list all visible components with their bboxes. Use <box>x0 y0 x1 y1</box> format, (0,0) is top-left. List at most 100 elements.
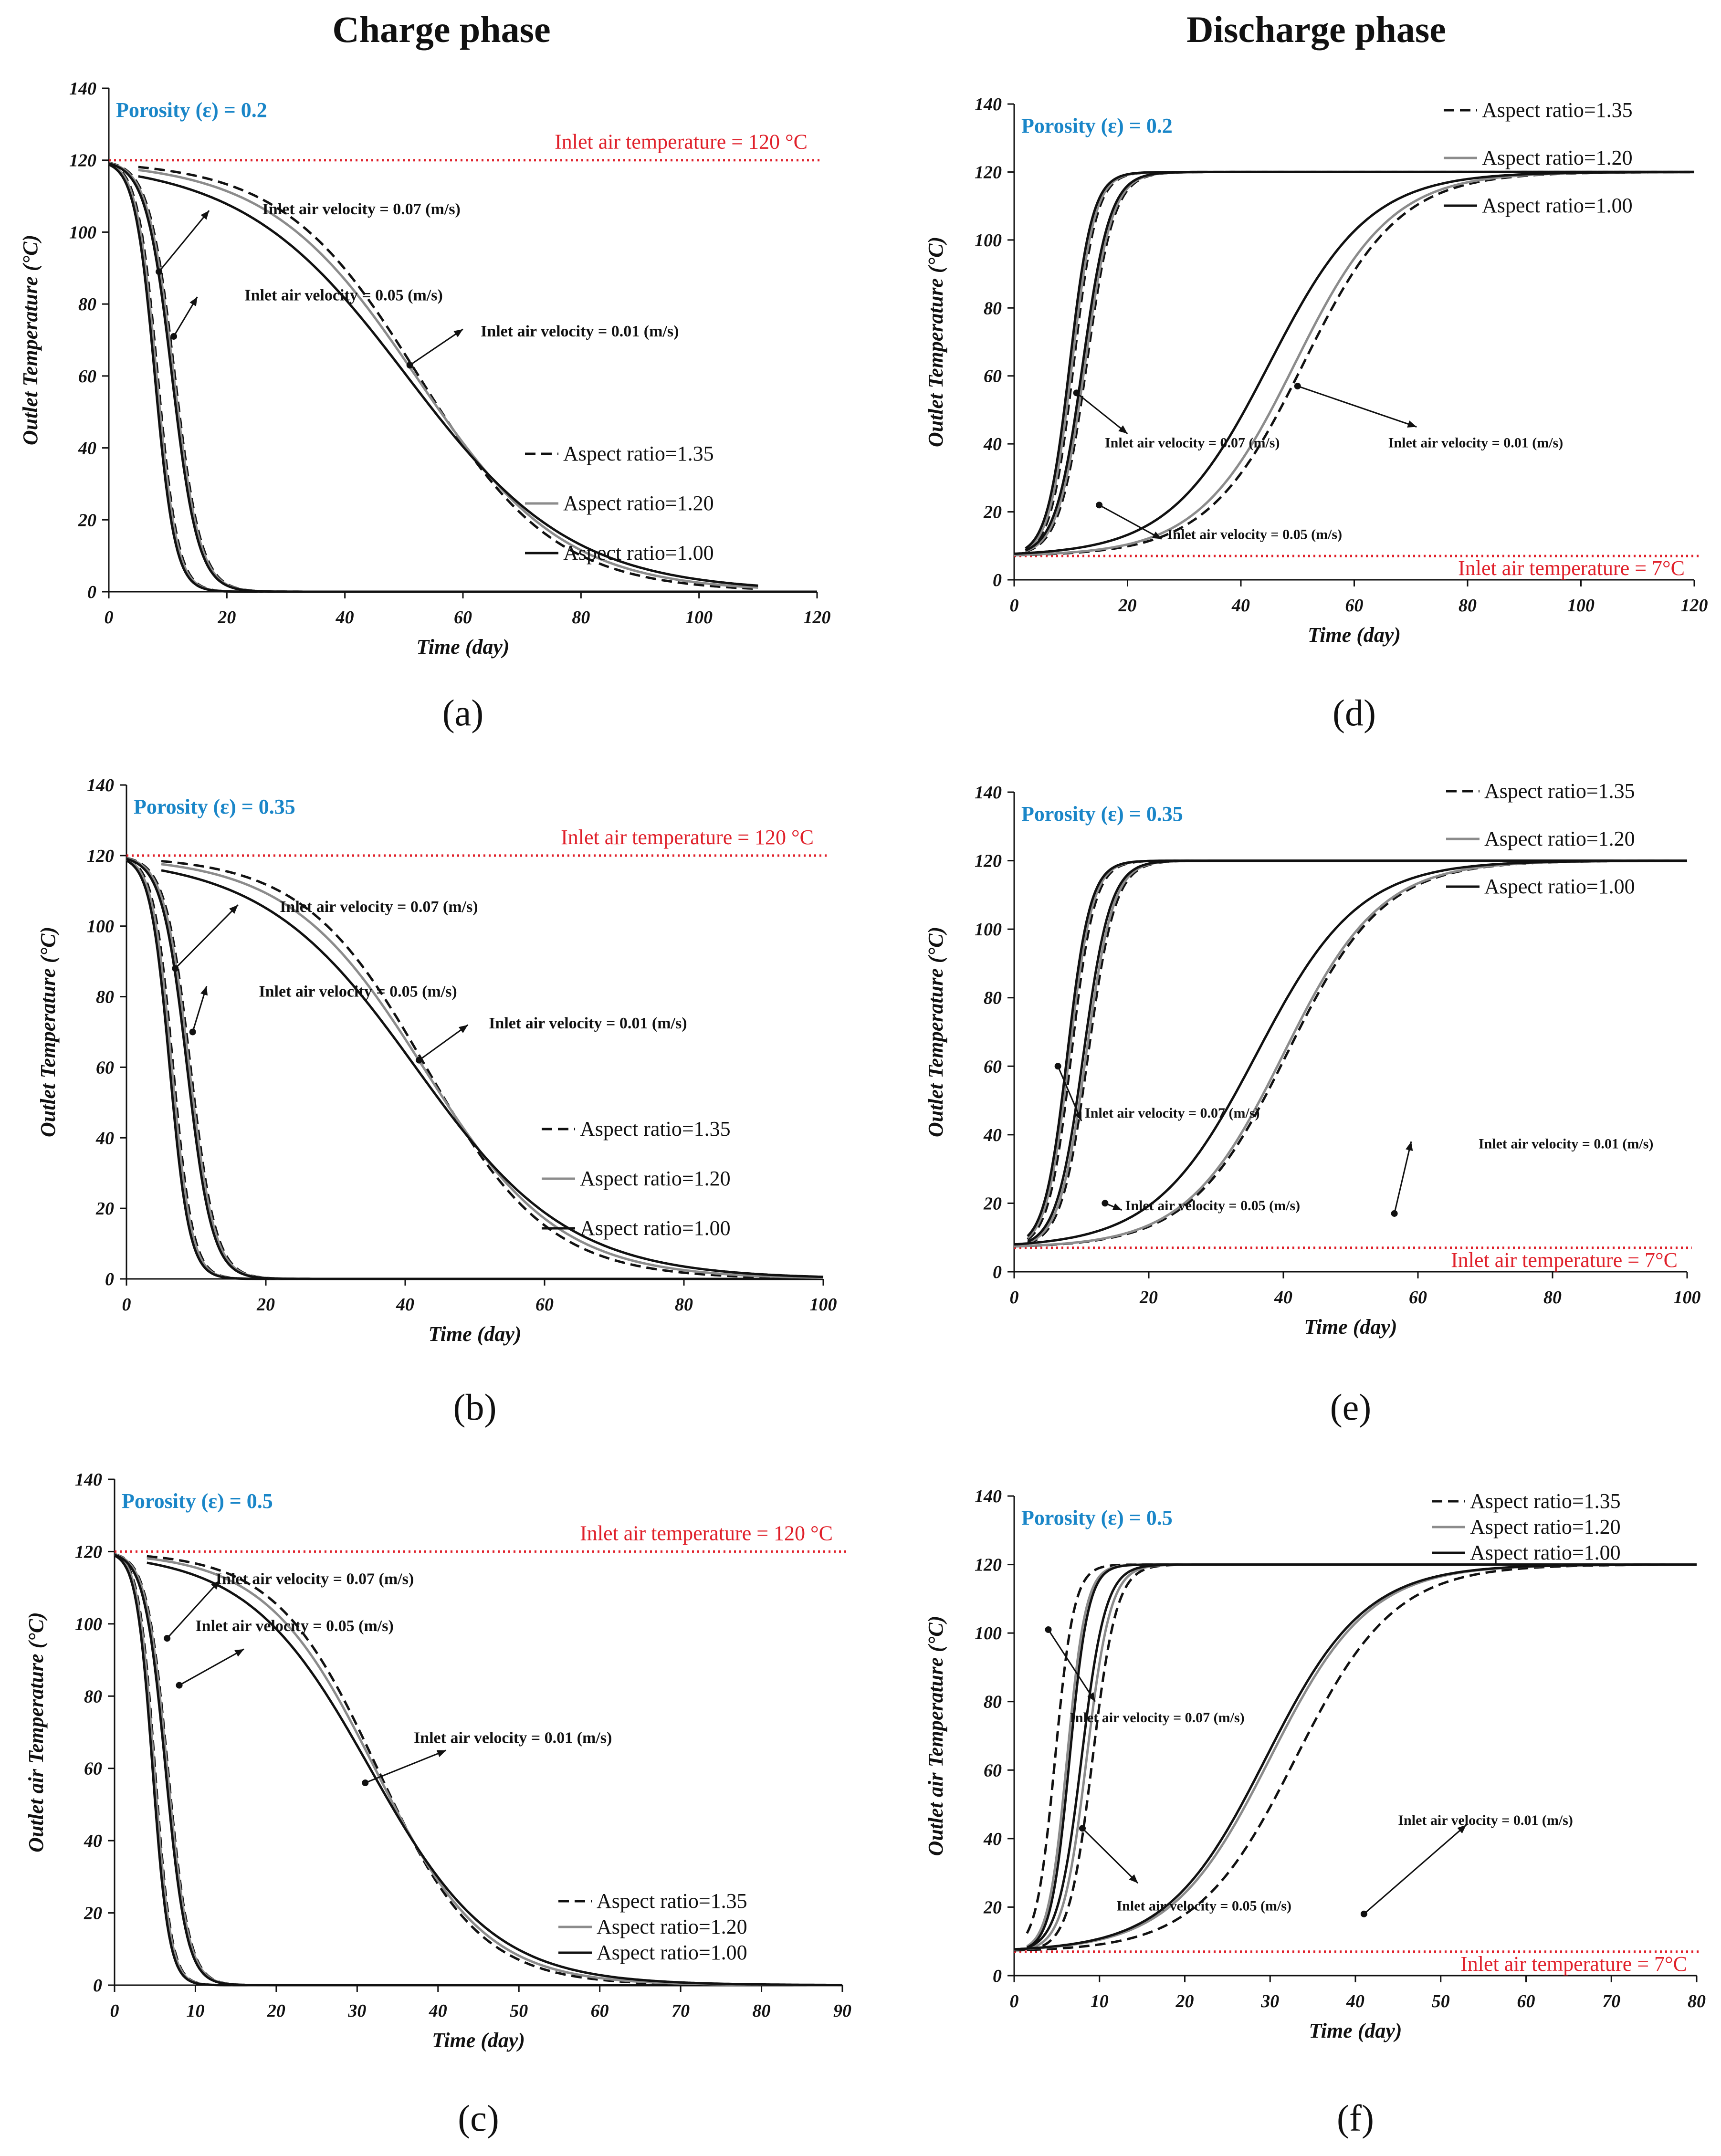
annotation-leader-line <box>1099 504 1162 540</box>
charge-phase-title: Charge phase <box>332 9 550 50</box>
annotation-leader-line <box>1363 1824 1467 1915</box>
x-tick-label: 20 <box>1175 1991 1194 2011</box>
series-line <box>108 162 817 593</box>
series-line <box>1025 170 1694 552</box>
x-tick-label: 40 <box>1274 1287 1292 1308</box>
annotation-arrowhead <box>1457 1825 1467 1834</box>
annotation-label: Inlet air velocity = 0.07 (m/s) <box>1085 1105 1259 1121</box>
x-axis-label: Time (day) <box>1308 623 1401 647</box>
annotation-arrowhead <box>1087 1692 1095 1702</box>
legend-entry: Aspect ratio=1.35 <box>1482 98 1633 122</box>
legend-entry: Aspect ratio=1.00 <box>1484 875 1635 898</box>
porosity-label: Porosity (ε) = 0.2 <box>116 98 267 122</box>
chart-a: 0 20 40 60 80 100 120 140 0 20 40 60 80 100 120 Time (d… <box>19 79 831 733</box>
x-tick-label: 60 <box>1409 1287 1427 1308</box>
series-line <box>108 163 817 593</box>
chart-c: 0 20 40 60 80 100 120 140 0 10 20 30 40 50 60 70 80 90 Tim… <box>24 1470 851 2139</box>
annotation-arrowhead <box>211 1580 220 1590</box>
series-line <box>1025 170 1694 553</box>
x-tick-label: 60 <box>454 607 472 628</box>
porosity-label: Porosity (ε) = 0.5 <box>122 1489 273 1513</box>
x-tick-label: 40 <box>1231 596 1250 616</box>
chart-d: 0 20 40 60 80 100 120 140 0 20 40 60 80 100 120 Time (d… <box>924 94 1708 733</box>
annotation-leader-line <box>409 328 463 366</box>
series-line <box>126 858 823 1280</box>
y-tick-label: 120 <box>87 846 114 866</box>
annotation-leader-line <box>178 1648 244 1686</box>
y-tick-label: 80 <box>78 294 96 314</box>
discharge-phase-title: Discharge phase <box>1186 9 1446 50</box>
y-tick-label: 40 <box>983 1125 1002 1145</box>
annotation-arrowhead <box>1129 1874 1138 1884</box>
x-tick-label: 0 <box>1010 1991 1019 2011</box>
x-tick-label: 30 <box>1260 1991 1279 2011</box>
x-tick-label: 40 <box>1346 1991 1364 2011</box>
x-tick-label: 60 <box>591 2001 609 2021</box>
series-line <box>138 166 758 590</box>
annotation-label: Inlet air velocity = 0.07 (m/s) <box>1070 1710 1244 1726</box>
annotation-label: Inlet air velocity = 0.07 (m/s) <box>1105 435 1280 450</box>
porosity-label: Porosity (ε) = 0.5 <box>1021 1506 1173 1529</box>
y-tick-label: 0 <box>105 1269 114 1289</box>
x-tick-label: 100 <box>810 1295 837 1315</box>
inlet-temperature-label: Inlet air temperature = 120 °C <box>580 1521 833 1545</box>
y-tick-label: 100 <box>87 917 114 937</box>
x-tick-label: 120 <box>804 607 831 628</box>
y-tick-label: 40 <box>95 1128 114 1148</box>
y-tick-label: 60 <box>78 366 96 387</box>
annotation-label: Inlet air velocity = 0.01 (m/s) <box>1479 1136 1653 1152</box>
y-axis-label: Outlet Temperature (°C) <box>36 927 60 1137</box>
annotation-arrowhead <box>229 905 238 914</box>
inlet-temperature-label: Inlet air temperature = 7°C <box>1451 1248 1678 1272</box>
series-line <box>1027 859 1687 1244</box>
x-tick-label: 60 <box>1345 596 1364 616</box>
y-tick-label: 120 <box>975 1555 1002 1575</box>
y-tick-label: 100 <box>975 230 1002 251</box>
annotation-label: Inlet air velocity = 0.01 (m/s) <box>414 1729 612 1747</box>
annotation-arrowhead <box>200 986 208 996</box>
x-tick-label: 0 <box>1010 596 1019 616</box>
annotation-label: Inlet air velocity = 0.05 (m/s) <box>259 983 457 1001</box>
y-tick-label: 0 <box>87 582 96 602</box>
y-tick-label: 100 <box>975 920 1002 940</box>
x-tick-label: 70 <box>672 2001 690 2021</box>
x-tick-label: 60 <box>535 1295 554 1315</box>
annotation-arrowhead <box>453 329 463 337</box>
x-tick-label: 60 <box>1517 1991 1535 2011</box>
x-axis-label: Time (day) <box>432 2029 525 2052</box>
annotation-label: Inlet air velocity = 0.07 (m/s) <box>280 898 478 916</box>
annotation-arrowhead <box>1152 531 1162 539</box>
y-tick-label: 0 <box>993 1966 1002 1986</box>
x-axis-label: Time (day) <box>1304 1315 1397 1339</box>
y-tick-label: 140 <box>975 94 1002 115</box>
series-line <box>1027 859 1687 1245</box>
y-tick-label: 80 <box>984 298 1002 318</box>
annotation-label: Inlet air velocity = 0.01 (m/s) <box>1398 1812 1573 1828</box>
series-line <box>1014 859 1687 1248</box>
x-tick-label: 10 <box>1091 1991 1109 2011</box>
annotation-arrowhead <box>234 1649 244 1657</box>
y-tick-label: 40 <box>78 439 96 459</box>
annotation-leader-line <box>175 904 239 969</box>
chart-e: 0 20 40 60 80 100 120 140 0 20 40 60 80 100 Time (day)… <box>924 779 1701 1428</box>
series-line <box>108 161 817 593</box>
panel-label: (c) <box>458 2097 499 2139</box>
annotation-label: Inlet air velocity = 0.05 (m/s) <box>1117 1898 1291 1914</box>
x-tick-label: 100 <box>685 607 713 628</box>
series-line <box>108 162 817 593</box>
series-line <box>1027 859 1687 1239</box>
chart-f: 0 20 40 60 80 100 120 140 0 10 20 30 40 50 60 70 80 Time … <box>924 1486 1706 2139</box>
legend-entry: Aspect ratio=1.00 <box>597 1941 747 1964</box>
porosity-label: Porosity (ε) = 0.35 <box>1021 802 1183 826</box>
series-line <box>1027 1563 1697 1951</box>
panel-label: (d) <box>1333 692 1376 733</box>
annotation-leader-line <box>1048 1629 1096 1702</box>
annotation-arrowhead <box>436 1750 446 1757</box>
legend-entry: Aspect ratio=1.35 <box>563 442 714 465</box>
y-tick-label: 40 <box>84 1831 102 1851</box>
annotation-arrowhead <box>189 297 198 306</box>
x-tick-label: 0 <box>1010 1287 1019 1308</box>
panel-label: (b) <box>453 1386 497 1428</box>
y-tick-label: 80 <box>84 1686 102 1706</box>
